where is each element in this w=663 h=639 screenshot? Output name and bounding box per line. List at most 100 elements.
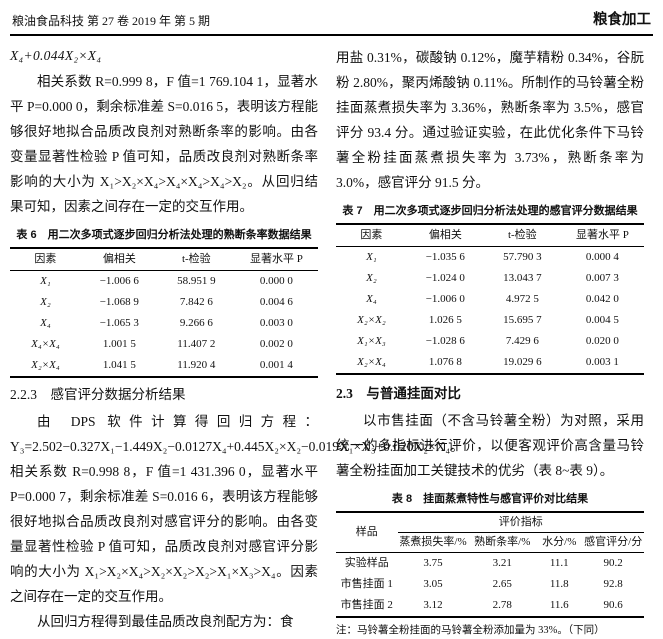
- cell-pvalue: 0.000 4: [585, 251, 619, 263]
- table-row: X₄×X₄ 1.001 5 11.407 2 0.002 0: [10, 334, 318, 355]
- column-header-eval-index-group: 评价指标: [397, 512, 644, 533]
- table-row: X₄ −1.065 3 9.266 6 0.003 0: [10, 313, 318, 334]
- table-row: 市售挂面 1 3.05 2.65 11.8 92.8: [336, 574, 644, 595]
- cell-ttest: 7.429 6: [505, 335, 539, 347]
- section-label: 粮食加工: [593, 12, 651, 28]
- cell-ttest: 57.790 3: [503, 251, 542, 263]
- two-column-body: X₄+0.044X₂×X₄ 相关系数 R=0.999 8，F 值=1 769.1…: [10, 45, 653, 639]
- journal-info: 粮油食品科技 第 27 卷 2019 年 第 5 期: [12, 14, 211, 28]
- cell-partial-corr: −1.006 0: [425, 293, 465, 305]
- cell-partial-corr: −1.065 3: [99, 317, 139, 329]
- cell-factor: X₁: [366, 251, 377, 263]
- table7-sensory-regression: 因素 偏相关 t-检验 显著水平 P X₁ −1.035 6 57.790 3 …: [336, 223, 644, 375]
- table7-header-row: 因素 偏相关 t-检验 显著水平 P: [336, 224, 644, 247]
- table-row: X₂×X₂ 1.026 5 15.695 7 0.004 5: [336, 310, 644, 331]
- table8-note: 注：马铃薯全粉挂面的马铃薯全粉添加量为 33%。（下同）: [336, 625, 605, 636]
- column-header-moisture: 水分/%: [536, 532, 583, 553]
- cell-partial-corr: −1.028 6: [425, 335, 465, 347]
- column-header-break-rate: 熟断条率/%: [468, 532, 537, 553]
- cell-sensory-score: 90.2: [603, 557, 623, 569]
- cell-pvalue: 0.004 5: [585, 314, 619, 326]
- cell-break-rate: 3.21: [492, 557, 512, 569]
- cell-partial-corr: 1.026 5: [428, 314, 462, 326]
- cell-ttest: 15.695 7: [503, 314, 542, 326]
- cell-moisture: 11.8: [549, 578, 569, 590]
- cell-ttest: 13.043 7: [503, 272, 542, 284]
- cell-partial-corr: 1.001 5: [102, 338, 136, 350]
- cell-partial-corr: 1.041 5: [102, 359, 136, 371]
- paragraph-optimal-formula-start: 从回归方程得到最佳品质改良剂配方为：食: [37, 614, 294, 629]
- table-row: X₁×X₃ −1.028 6 7.429 6 0.020 0: [336, 331, 644, 352]
- table-row: X₂ −1.068 9 7.842 6 0.004 6: [10, 292, 318, 313]
- right-column: 用盐 0.31%，碳酸钠 0.12%，魔芋精粉 0.34%，谷朊粉 2.80%，…: [336, 45, 644, 639]
- cell-ttest: 7.842 6: [179, 296, 213, 308]
- section-heading-2-2-3: 2.2.3 感官评分数据分析结果: [10, 387, 186, 402]
- column-header-factor: 因素: [336, 224, 407, 247]
- paragraph-breakrate-regression: 相关系数 R=0.999 8，F 值=1 769.104 1，显著水平 P=0.…: [10, 74, 318, 214]
- cell-partial-corr: 1.076 8: [428, 356, 462, 368]
- table8-noodle-comparison: 样品 评价指标 蒸煮损失率/% 熟断条率/% 水分/% 感官评分/分 实验样品 …: [336, 511, 644, 618]
- table-row: X₄ −1.006 0 4.972 5 0.042 0: [336, 289, 644, 310]
- table-row: 实验样品 3.75 3.21 11.1 90.2: [336, 553, 644, 575]
- cell-cooking-loss: 3.05: [423, 578, 443, 590]
- cell-pvalue: 0.000 0: [259, 275, 293, 287]
- paragraph-formula-results: 用盐 0.31%，碳酸钠 0.12%，魔芋精粉 0.34%，谷朊粉 2.80%，…: [336, 50, 644, 190]
- column-header-cooking-loss: 蒸煮损失率/%: [397, 532, 469, 553]
- cell-partial-corr: −1.024 0: [425, 272, 465, 284]
- column-header-factor: 因素: [10, 248, 81, 271]
- cell-pvalue: 0.002 0: [259, 338, 293, 350]
- table-row: X₂×X₄ 1.076 8 19.029 6 0.003 1: [336, 352, 644, 374]
- cell-factor: X₂: [40, 296, 51, 308]
- column-header-partial-corr: 偏相关: [80, 248, 158, 271]
- cell-break-rate: 2.65: [492, 578, 512, 590]
- cell-factor: X₂×X₄: [357, 356, 386, 368]
- equation-continuation: X₄+0.044X₂×X₄: [10, 48, 102, 63]
- column-header-pvalue: 显著水平 P: [560, 224, 644, 247]
- cell-factor: X₁: [40, 275, 51, 287]
- column-header-partial-corr: 偏相关: [406, 224, 484, 247]
- cell-sensory-score: 92.8: [603, 578, 623, 590]
- cell-moisture: 11.1: [549, 557, 569, 569]
- left-column: X₄+0.044X₂×X₄ 相关系数 R=0.999 8，F 值=1 769.1…: [10, 45, 464, 639]
- page-header: 粮油食品科技 第 27 卷 2019 年 第 5 期 粮食加工: [10, 6, 653, 36]
- cell-ttest: 19.029 6: [503, 356, 542, 368]
- cell-pvalue: 0.020 0: [585, 335, 619, 347]
- table8-group-header-row: 样品 评价指标: [336, 512, 644, 553]
- table6-title: 表 6 用二次多项式逐步回归分析法处理的熟断条率数据结果: [16, 229, 312, 241]
- cell-ttest: 11.407 2: [177, 338, 216, 350]
- cell-factor: X₄×X₄: [31, 338, 60, 350]
- table-row: X₁ −1.006 6 58.951 9 0.000 0: [10, 271, 318, 293]
- cell-ttest: 4.972 5: [505, 293, 539, 305]
- cell-factor: X₁×X₃: [357, 335, 386, 347]
- cell-break-rate: 2.78: [492, 599, 512, 611]
- cell-factor: X₄: [366, 293, 377, 305]
- cell-factor: X₂: [366, 272, 377, 284]
- cell-ttest: 58.951 9: [177, 275, 216, 287]
- cell-sample: 市售挂面 2: [340, 599, 393, 611]
- cell-cooking-loss: 3.12: [423, 599, 443, 611]
- cell-pvalue: 0.003 0: [259, 317, 293, 329]
- section-heading-2-3: 2.3 与普通挂面对比: [336, 386, 461, 401]
- paragraph-comparison-intro: 以市售挂面（不含马铃薯全粉）为对照，采用统一的多指标进行评价，以便客观评价高含量…: [336, 413, 644, 478]
- column-header-ttest: t-检验: [483, 224, 561, 247]
- table6-breakrate-regression: 因素 偏相关 t-检验 显著水平 P X₁ −1.006 6 58.951 9 …: [10, 247, 318, 378]
- cell-cooking-loss: 3.75: [423, 557, 443, 569]
- cell-factor: X₂×X₂: [357, 314, 386, 326]
- table7-title: 表 7 用二次多项式逐步回归分析法处理的感官评分数据结果: [342, 205, 638, 217]
- cell-pvalue: 0.007 3: [585, 272, 619, 284]
- cell-factor: X₂×X₄: [31, 359, 60, 371]
- cell-pvalue: 0.004 6: [259, 296, 293, 308]
- cell-ttest: 9.266 6: [179, 317, 213, 329]
- table-row: X₁ −1.035 6 57.790 3 0.000 4: [336, 247, 644, 269]
- cell-pvalue: 0.042 0: [585, 293, 619, 305]
- cell-sample: 市售挂面 1: [340, 578, 393, 590]
- table8-title: 表 8 挂面蒸煮特性与感官评价对比结果: [391, 493, 589, 505]
- table6-header-row: 因素 偏相关 t-检验 显著水平 P: [10, 248, 318, 271]
- cell-partial-corr: −1.006 6: [99, 275, 139, 287]
- column-header-ttest: t-检验: [157, 248, 235, 271]
- column-header-sensory-score: 感官评分/分: [582, 532, 644, 553]
- cell-partial-corr: −1.068 9: [99, 296, 139, 308]
- column-header-pvalue: 显著水平 P: [234, 248, 318, 271]
- cell-partial-corr: −1.035 6: [425, 251, 465, 263]
